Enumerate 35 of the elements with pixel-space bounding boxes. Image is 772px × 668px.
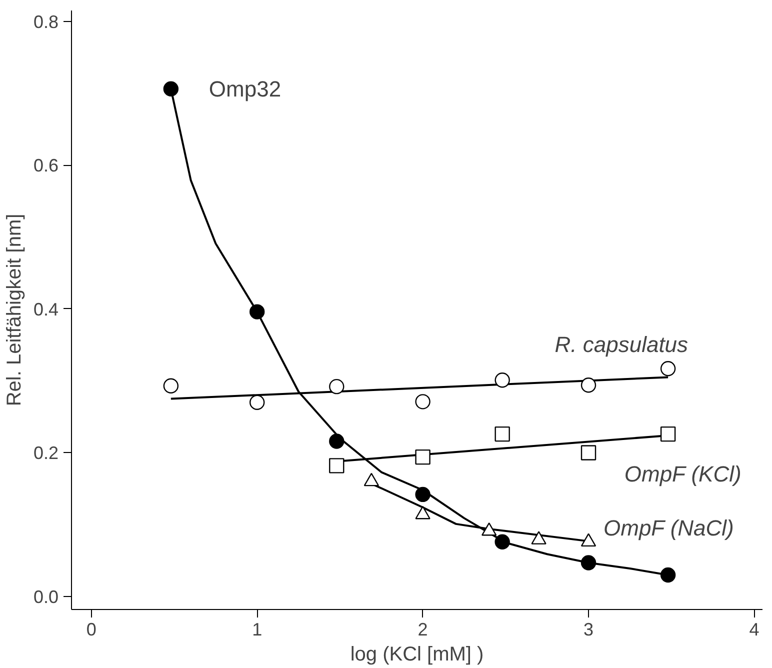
y-tick-label: 0.6 <box>33 156 59 176</box>
point <box>415 486 430 502</box>
series-label: OmpF (NaCl) <box>604 515 734 540</box>
point <box>249 304 265 320</box>
point <box>415 394 430 410</box>
point <box>249 394 265 410</box>
x-axis-title: log (KCl [mM] ) <box>350 644 484 666</box>
x-tick-label: 0 <box>86 620 96 640</box>
point <box>580 445 596 460</box>
y-tick-label: 0.2 <box>33 443 59 464</box>
point <box>163 81 179 96</box>
y-tick-label: 0.0 <box>33 587 59 608</box>
x-tick-label: 1 <box>252 620 262 640</box>
x-tick-label: 4 <box>749 620 760 640</box>
point <box>329 458 344 474</box>
y-tick-label: 0.8 <box>33 12 59 32</box>
series-label: R. capsulatus <box>554 332 688 358</box>
point <box>415 449 430 465</box>
series-label: OmpF (KCl) <box>624 462 742 487</box>
x-tick-label: 3 <box>584 620 594 640</box>
point <box>660 426 676 442</box>
point <box>580 555 596 570</box>
y-tick-label: 0.4 <box>33 299 59 320</box>
point <box>494 534 510 550</box>
point <box>660 361 676 376</box>
point <box>494 372 510 388</box>
x-tick-label: 2 <box>418 620 428 640</box>
series-label: Omp32 <box>208 76 282 102</box>
y-axis-title: Rel. Leitfähigkeit [nm] <box>3 214 26 406</box>
point <box>660 567 676 583</box>
point <box>494 426 510 442</box>
point <box>580 378 596 393</box>
point <box>329 378 344 394</box>
point <box>329 434 344 449</box>
point <box>163 378 179 394</box>
